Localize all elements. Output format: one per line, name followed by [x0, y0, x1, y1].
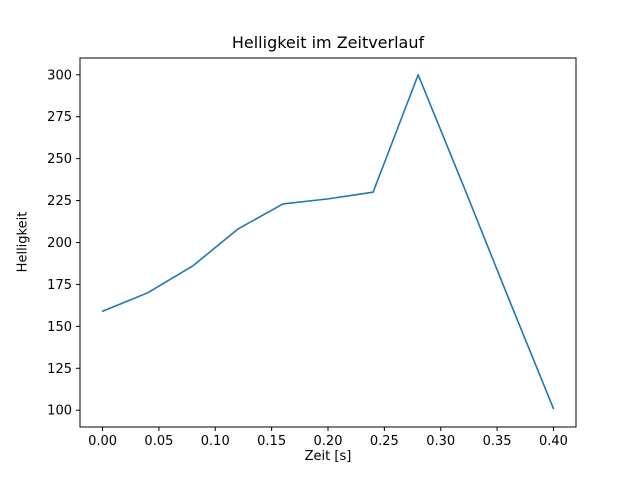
y-tick-label: 175 [47, 278, 72, 293]
y-tick-label: 100 [47, 404, 72, 419]
x-tick-label: 0.10 [201, 434, 230, 449]
y-tick-label: 225 [47, 194, 72, 209]
y-tick-label: 275 [47, 110, 72, 125]
x-tick-label: 0.40 [539, 434, 568, 449]
x-tick-label: 0.00 [88, 434, 117, 449]
data-line-helligkeit [101, 73, 555, 410]
x-tick-label: 0.15 [257, 434, 286, 449]
x-tick-label: 0.25 [370, 434, 399, 449]
plot-border [79, 57, 577, 428]
x-tick-label: 0.30 [426, 434, 455, 449]
y-tick-label: 200 [47, 236, 72, 251]
y-tick-label: 250 [47, 152, 72, 167]
y-tick-label: 125 [47, 362, 72, 377]
x-tick-label: 0.20 [314, 434, 343, 449]
y-tick-label: 150 [47, 320, 72, 335]
y-axis-label: Helligkeit [15, 211, 31, 273]
y-tick-label: 300 [47, 68, 72, 83]
x-tick-label: 0.05 [144, 434, 173, 449]
x-tick-label: 0.35 [483, 434, 512, 449]
chart-title: Helligkeit im Zeitverlauf [231, 33, 425, 52]
x-axis-label: Zeit [s] [304, 449, 352, 464]
